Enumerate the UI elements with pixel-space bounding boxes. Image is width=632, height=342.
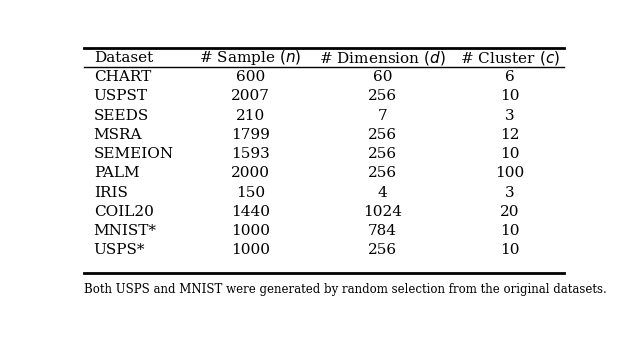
Text: 256: 256 — [368, 244, 398, 257]
Text: USPS*: USPS* — [94, 244, 145, 257]
Text: 1000: 1000 — [231, 224, 270, 238]
Text: 150: 150 — [236, 186, 265, 200]
Text: 2000: 2000 — [231, 167, 270, 180]
Text: MSRA: MSRA — [94, 128, 142, 142]
Text: 600: 600 — [236, 70, 265, 84]
Text: 1799: 1799 — [231, 128, 270, 142]
Text: 12: 12 — [501, 128, 520, 142]
Text: 256: 256 — [368, 90, 398, 103]
Text: SEEDS: SEEDS — [94, 109, 149, 123]
Text: # Cluster $(c)$: # Cluster $(c)$ — [460, 49, 560, 67]
Text: 10: 10 — [501, 147, 520, 161]
Text: 6: 6 — [505, 70, 515, 84]
Text: USPST: USPST — [94, 90, 148, 103]
Text: Both USPS and MNIST were generated by random selection from the original dataset: Both USPS and MNIST were generated by ra… — [84, 284, 607, 297]
Text: 10: 10 — [501, 224, 520, 238]
Text: 1440: 1440 — [231, 205, 270, 219]
Text: 1593: 1593 — [231, 147, 270, 161]
Text: 3: 3 — [505, 186, 515, 200]
Text: 3: 3 — [505, 109, 515, 123]
Text: 210: 210 — [236, 109, 265, 123]
Text: SEMEION: SEMEION — [94, 147, 174, 161]
Text: 4: 4 — [378, 186, 387, 200]
Text: 1000: 1000 — [231, 244, 270, 257]
Text: 256: 256 — [368, 128, 398, 142]
Text: 7: 7 — [378, 109, 387, 123]
Text: 10: 10 — [501, 90, 520, 103]
Text: COIL20: COIL20 — [94, 205, 154, 219]
Text: 60: 60 — [373, 70, 392, 84]
Text: 256: 256 — [368, 167, 398, 180]
Text: Dataset: Dataset — [94, 51, 153, 65]
Text: MNIST*: MNIST* — [94, 224, 157, 238]
Text: 100: 100 — [495, 167, 525, 180]
Text: # Dimension $(d)$: # Dimension $(d)$ — [319, 49, 446, 67]
Text: 2007: 2007 — [231, 90, 270, 103]
Text: 10: 10 — [501, 244, 520, 257]
Text: PALM: PALM — [94, 167, 139, 180]
Text: CHART: CHART — [94, 70, 151, 84]
Text: # Sample $(n)$: # Sample $(n)$ — [199, 48, 301, 67]
Text: IRIS: IRIS — [94, 186, 128, 200]
Text: 256: 256 — [368, 147, 398, 161]
Text: 784: 784 — [368, 224, 397, 238]
Text: 1024: 1024 — [363, 205, 402, 219]
Text: 20: 20 — [501, 205, 520, 219]
